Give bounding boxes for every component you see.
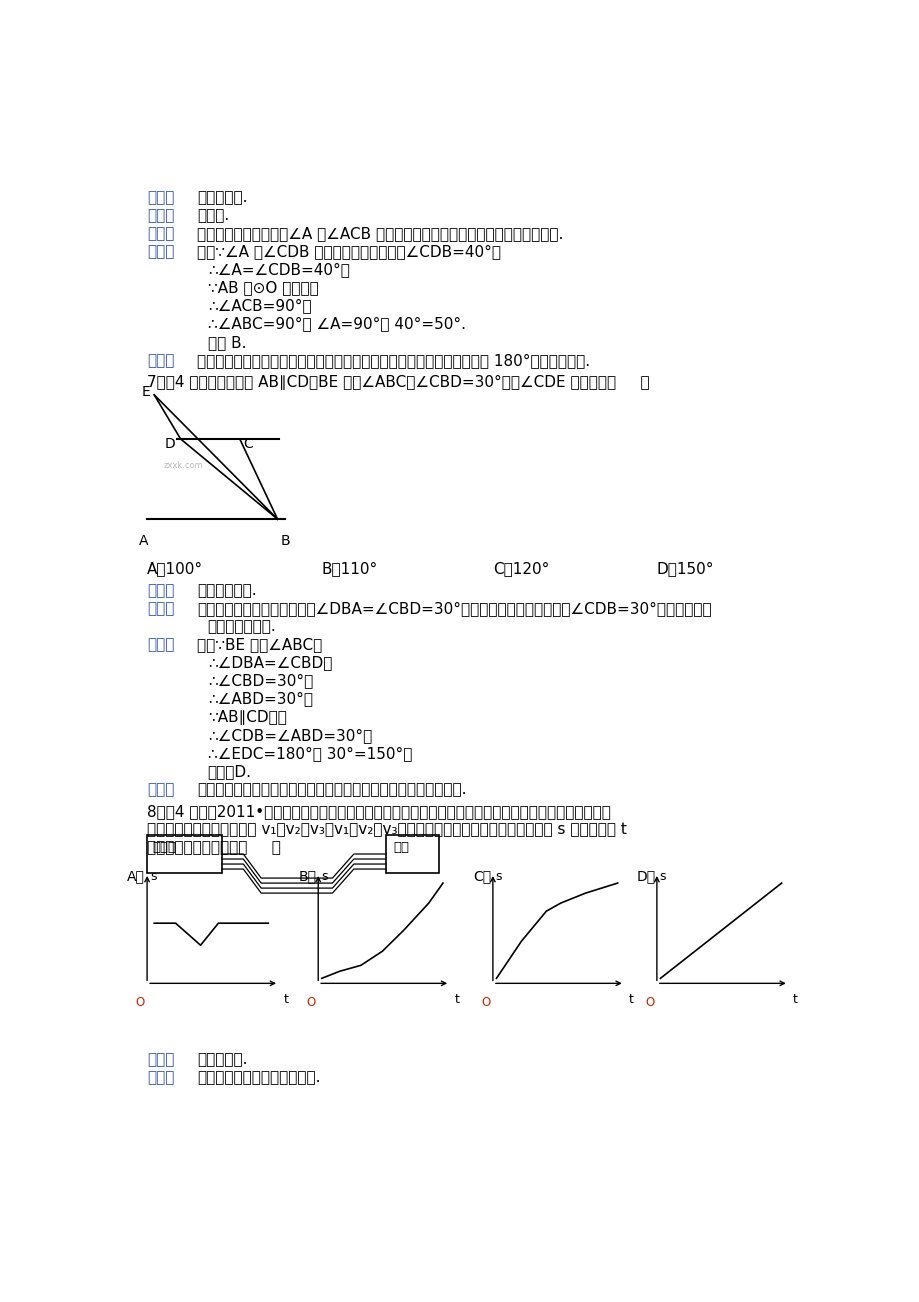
Text: 考点：: 考点： xyxy=(147,583,175,599)
Text: 压轴题；数形结合；函数思想.: 压轴题；数形结合；函数思想. xyxy=(197,1070,320,1086)
Text: 学校: 学校 xyxy=(392,841,409,854)
Text: 本题考查的是圆周角定理，在解答此类问题时往往用到三角形的内角和是 180°这一隐藏条件.: 本题考查的是圆周角定理，在解答此类问题时往往用到三角形的内角和是 180°这一隐… xyxy=(197,353,589,367)
Text: ∵AB 是⊙O 的直径，: ∵AB 是⊙O 的直径， xyxy=(208,280,318,296)
Text: 8．（4 分）（2011•衢州）小亮同学骑车上学，路上要经过平路、下坡、上坡和平路（如图），若小亮上坡: 8．（4 分）（2011•衢州）小亮同学骑车上学，路上要经过平路、下坡、上坡和平… xyxy=(147,803,610,819)
Text: 解答：: 解答： xyxy=(147,638,175,652)
Text: s: s xyxy=(659,870,665,883)
Text: 专题：: 专题： xyxy=(147,1070,175,1086)
Text: 专题：: 专题： xyxy=(147,208,175,224)
Text: 解：∵∠A 与∠CDB 是同弧所对的圆周角，∠CDB=40°，: 解：∵∠A 与∠CDB 是同弧所对的圆周角，∠CDB=40°， xyxy=(197,245,501,259)
Text: D: D xyxy=(165,437,176,450)
Text: 故选 B.: 故选 B. xyxy=(208,335,246,350)
Text: 圆周角定理.: 圆周角定理. xyxy=(197,190,247,206)
Text: 探究型.: 探究型. xyxy=(197,208,229,224)
Text: 函数的图象.: 函数的图象. xyxy=(197,1052,247,1068)
Text: ∴∠EDC=180°－ 30°=150°，: ∴∠EDC=180°－ 30°=150°， xyxy=(208,746,412,760)
Text: A．100°: A．100° xyxy=(147,561,203,577)
Text: O: O xyxy=(645,996,654,1009)
Text: s: s xyxy=(321,870,327,883)
Text: s: s xyxy=(150,870,156,883)
Text: zxxk.com: zxxk.com xyxy=(164,461,203,470)
Text: 的函数关系图象可能是（     ）: 的函数关系图象可能是（ ） xyxy=(147,840,280,855)
Text: t: t xyxy=(454,993,459,1006)
Text: ∴∠A=∠CDB=40°，: ∴∠A=∠CDB=40°， xyxy=(208,263,349,277)
Text: B: B xyxy=(280,534,289,548)
Text: E: E xyxy=(142,385,150,398)
Text: t: t xyxy=(283,993,288,1006)
Text: C．: C． xyxy=(472,868,491,883)
Text: s: s xyxy=(495,870,502,883)
Text: D．: D． xyxy=(636,868,655,883)
Text: B．: B． xyxy=(298,868,316,883)
Text: 解答：: 解答： xyxy=(147,245,175,259)
Text: 首先根据角平分线的性质可得∠DBA=∠CBD=30°，再根据平行线的性质可得∠CDB=30°，再利用邻补: 首先根据角平分线的性质可得∠DBA=∠CBD=30°，再根据平行线的性质可得∠C… xyxy=(197,602,711,616)
Text: O: O xyxy=(306,996,316,1009)
Text: 故选：D.: 故选：D. xyxy=(208,764,252,779)
Text: 考点：: 考点： xyxy=(147,190,175,206)
Text: 7．（4 分）如图，已知 AB∥CD，BE 平分∠ABC，∠CBD=30°，则∠CDE 的度数是（     ）: 7．（4 分）如图，已知 AB∥CD，BE 平分∠ABC，∠CBD=30°，则∠… xyxy=(147,375,649,389)
Text: A．: A． xyxy=(127,868,145,883)
Text: 解：∵BE 平分∠ABC，: 解：∵BE 平分∠ABC， xyxy=(197,638,322,652)
Text: 分析：: 分析： xyxy=(147,227,175,241)
Text: ∴∠DBA=∠CBD，: ∴∠DBA=∠CBD， xyxy=(208,655,332,671)
Text: t: t xyxy=(629,993,633,1006)
Text: 考点：: 考点： xyxy=(147,1052,175,1068)
Text: 、平路、下坡的速度分别为 v₁，v₂，v₃，v₁＜v₂＜v₃，则小亮同学骑车上学时，离家的路程 s 与所用时间 t: 、平路、下坡的速度分别为 v₁，v₂，v₃，v₁＜v₂＜v₃，则小亮同学骑车上学… xyxy=(147,822,626,837)
Text: C．120°: C．120° xyxy=(493,561,549,577)
Text: B．110°: B．110° xyxy=(322,561,378,577)
Text: ∴∠CBD=30°，: ∴∠CBD=30°， xyxy=(208,673,312,689)
Bar xyxy=(386,835,439,874)
Text: 此题主要考查了平行线的性质，关键是掌握两直线平行内错角相等.: 此题主要考查了平行线的性质，关键是掌握两直线平行内错角相等. xyxy=(197,781,466,797)
Text: 平行线的性质.: 平行线的性质. xyxy=(197,583,256,599)
Text: 点评：: 点评： xyxy=(147,781,175,797)
Text: 先根据圆周角定理求出∠A 及∠ACB 的度数，再由三角形内角和定理即可得出结论.: 先根据圆周角定理求出∠A 及∠ACB 的度数，再由三角形内角和定理即可得出结论. xyxy=(197,227,562,241)
Text: ∴∠CDB=∠ABD=30°，: ∴∠CDB=∠ABD=30°， xyxy=(208,728,371,742)
Text: 点评：: 点评： xyxy=(147,353,175,367)
Text: D．150°: D．150° xyxy=(656,561,714,577)
Text: 分析：: 分析： xyxy=(147,602,175,616)
Text: ∵AB∥CD，．: ∵AB∥CD，． xyxy=(208,710,286,725)
Text: C: C xyxy=(243,437,253,450)
Text: ∴∠ABD=30°，: ∴∠ABD=30°， xyxy=(208,691,312,707)
Text: 角互补可得答案.: 角互补可得答案. xyxy=(208,620,276,634)
Text: O: O xyxy=(481,996,490,1009)
Text: 小亮家: 小亮家 xyxy=(153,841,176,854)
Text: ∴∠ACB=90°，: ∴∠ACB=90°， xyxy=(208,298,311,314)
Bar xyxy=(147,835,221,874)
Text: t: t xyxy=(792,993,797,1006)
Text: O: O xyxy=(135,996,145,1009)
Text: A: A xyxy=(139,534,148,548)
Text: ∴∠ABC=90°－ ∠A=90°－ 40°=50°.: ∴∠ABC=90°－ ∠A=90°－ 40°=50°. xyxy=(208,316,465,332)
